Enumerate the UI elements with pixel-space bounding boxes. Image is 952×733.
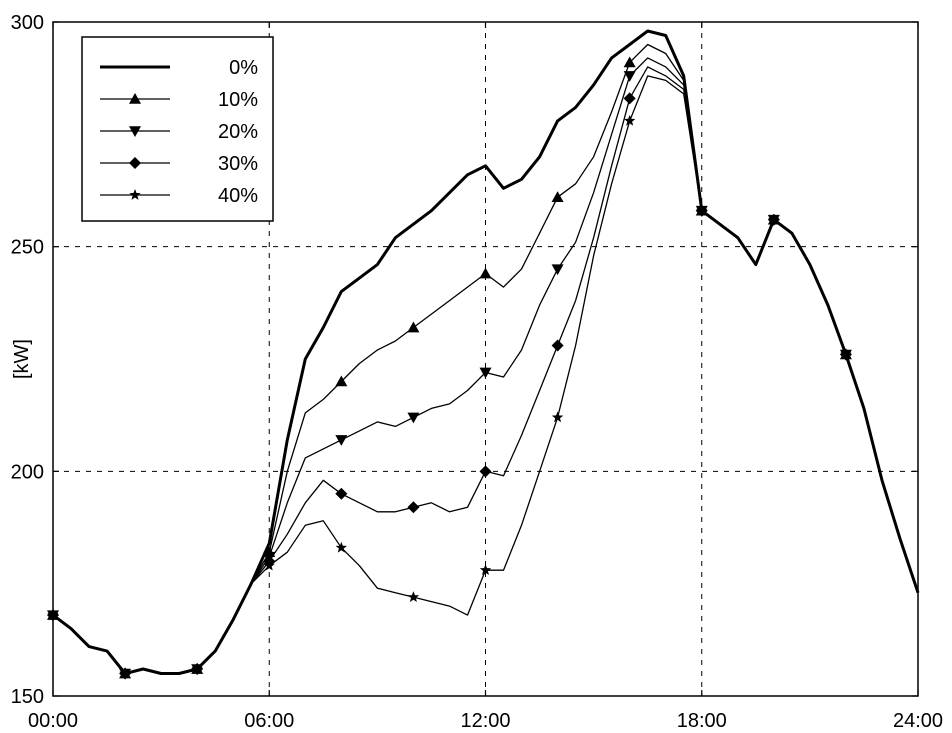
- data-point-20pct: [551, 264, 564, 276]
- y-tick-label: 200: [11, 461, 44, 483]
- legend-label: 10%: [218, 89, 258, 111]
- legend-marker-10pct: [129, 93, 141, 104]
- data-point-40pct: [551, 411, 564, 423]
- data-point-20pct: [623, 71, 636, 82]
- data-point-30pct: [623, 92, 636, 105]
- x-tick-label: 06:00: [244, 710, 294, 732]
- x-tick-label: 24:00: [893, 710, 943, 732]
- x-tick-label: 12:00: [460, 710, 510, 732]
- data-point-30pct: [551, 339, 564, 352]
- data-point-10pct: [551, 191, 564, 203]
- legend-label: 0%: [229, 57, 258, 79]
- data-point-40pct: [624, 114, 636, 126]
- data-point-10pct: [839, 348, 852, 360]
- data-point-10pct: [191, 663, 204, 674]
- data-point-40pct: [479, 564, 492, 575]
- data-point-10pct: [767, 213, 780, 225]
- data-point-10pct: [119, 667, 132, 679]
- data-point-40pct: [407, 591, 420, 602]
- data-point-10pct: [263, 546, 276, 558]
- data-point-10pct: [479, 267, 492, 279]
- data-point-20pct: [407, 412, 420, 424]
- data-point-20pct: [335, 435, 348, 446]
- data-point-40pct: [335, 541, 347, 553]
- y-tick-label: 150: [11, 686, 44, 708]
- data-point-10pct: [623, 56, 636, 68]
- y-tick-label: 300: [11, 12, 44, 34]
- data-point-10pct: [335, 375, 348, 387]
- data-point-20pct: [479, 367, 492, 379]
- data-point-30pct: [335, 487, 348, 500]
- axis-ticks: 00:00 06:00 12:00 18:00 24:00 150 200 250 300: [11, 12, 943, 732]
- legend-marker-40pct: [129, 189, 141, 200]
- legend-label: 30%: [218, 153, 258, 175]
- legend-marker-30pct: [129, 157, 141, 169]
- data-point-10pct: [407, 321, 420, 333]
- x-tick-label: 00:00: [28, 710, 78, 732]
- legend-marker-20pct: [129, 126, 141, 137]
- data-point-10pct: [695, 204, 708, 216]
- data-point-30pct: [479, 465, 492, 478]
- y-tick-label: 250: [11, 237, 44, 259]
- legend: 0% 10% 20% 30% 40%: [81, 36, 274, 222]
- x-tick-label: 18:00: [677, 710, 727, 732]
- legend-label: 20%: [218, 121, 258, 143]
- y-axis-label: [kW]: [11, 339, 33, 379]
- data-point-30pct: [407, 501, 420, 514]
- legend-label: 40%: [218, 185, 258, 207]
